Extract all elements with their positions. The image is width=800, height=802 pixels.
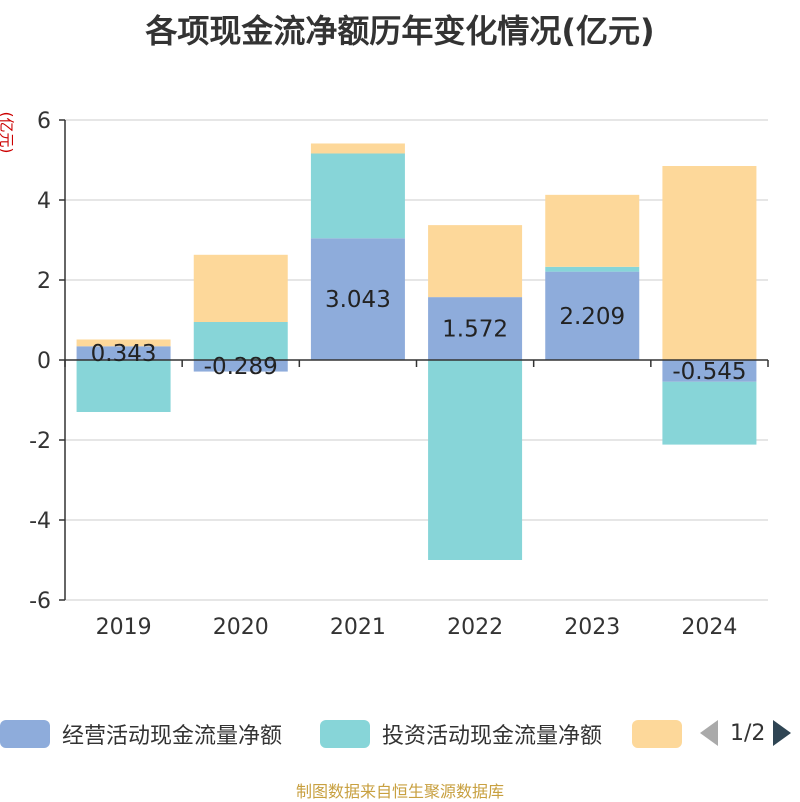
prev-page-icon[interactable] bbox=[700, 720, 718, 746]
y-tick-label: -4 bbox=[29, 509, 51, 534]
bar-segment bbox=[310, 238, 405, 360]
bar-segment bbox=[662, 381, 757, 445]
data-label: 0.343 bbox=[91, 341, 157, 367]
legend-label-investing: 投资活动现金流量净额 bbox=[382, 724, 603, 749]
bar-segment bbox=[193, 360, 288, 372]
bar-segment bbox=[545, 194, 640, 267]
x-tick-label: 2023 bbox=[564, 615, 620, 640]
bar-segment bbox=[545, 266, 640, 272]
legend-item-investing[interactable]: 投资活动现金流量净额 bbox=[320, 714, 602, 754]
data-label: -0.289 bbox=[204, 354, 278, 380]
bar-segment bbox=[428, 360, 523, 560]
bar-group bbox=[76, 143, 757, 560]
y-tick-label: 2 bbox=[37, 269, 51, 294]
data-label: 1.572 bbox=[442, 317, 508, 343]
legend-page-indicator: 1/2 bbox=[730, 720, 766, 746]
axes: 6 4 2 0 -2 -4 -6 2019 2020 2021 2022 2023 2024 bbox=[29, 109, 769, 640]
chart-title: 各项现金流净额历年变化情况(亿元) bbox=[145, 12, 655, 50]
y-tick-label: 6 bbox=[37, 109, 51, 134]
y-tick-label: -2 bbox=[29, 429, 51, 454]
data-source: 制图数据来自恒生聚源数据库 bbox=[295, 782, 504, 801]
next-page-icon[interactable] bbox=[773, 720, 792, 746]
bar-segment bbox=[545, 271, 640, 360]
legend-item-financing[interactable] bbox=[632, 714, 694, 754]
legend-swatch-investing bbox=[320, 720, 370, 748]
data-label: -0.545 bbox=[672, 359, 746, 385]
bar-chart: 6 4 2 0 -2 -4 -6 2019 2020 2021 2022 2023 2024 0.343… bbox=[29, 109, 769, 640]
bar-segment bbox=[76, 360, 171, 412]
legend: 经营活动现金流量净额 投资活动现金流量净额 1/2 bbox=[0, 714, 800, 754]
legend-pager: 1/2 bbox=[700, 720, 792, 746]
bar-segment bbox=[662, 166, 757, 360]
x-tick-label: 2024 bbox=[681, 615, 737, 640]
data-label: 3.043 bbox=[325, 287, 391, 313]
y-tick-label: -6 bbox=[29, 589, 51, 614]
bar-segment bbox=[193, 322, 288, 360]
bar-segment bbox=[428, 297, 523, 360]
x-tick-label: 2022 bbox=[447, 615, 503, 640]
data-label: 2.209 bbox=[559, 304, 625, 330]
x-tick-label: 2020 bbox=[213, 615, 269, 640]
x-tick-label: 2021 bbox=[330, 615, 386, 640]
bar-segment bbox=[662, 360, 757, 382]
y-tick-label: 4 bbox=[37, 189, 51, 214]
data-labels: 0.343 -0.289 3.043 1.572 2.209 -0.545 bbox=[91, 287, 747, 385]
bar-segment bbox=[310, 143, 405, 154]
legend-label-operating: 经营活动现金流量净额 bbox=[62, 724, 283, 749]
bar-segment bbox=[76, 339, 171, 347]
bar-segment bbox=[76, 346, 171, 360]
bar-segment bbox=[193, 254, 288, 322]
x-tick-label: 2019 bbox=[96, 615, 152, 640]
legend-swatch-financing bbox=[632, 720, 682, 748]
legend-item-operating[interactable]: 经营活动现金流量净额 bbox=[0, 714, 282, 754]
y-tick-label: 0 bbox=[37, 349, 51, 374]
bar-segment bbox=[428, 225, 523, 298]
grid-lines bbox=[65, 119, 768, 601]
legend-swatch-operating bbox=[0, 720, 50, 748]
bar-segment bbox=[310, 153, 405, 239]
